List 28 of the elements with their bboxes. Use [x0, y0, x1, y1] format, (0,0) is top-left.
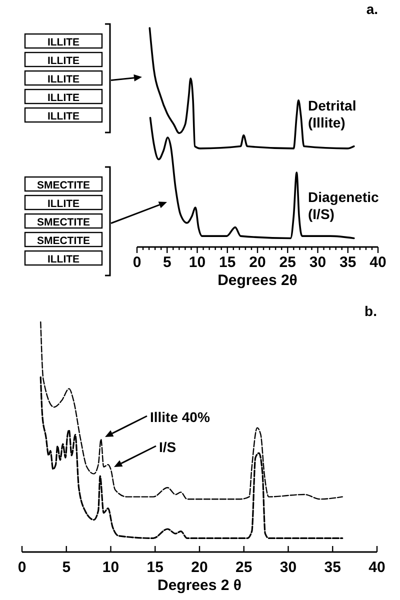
series-label: Detrital (Illite) [308, 97, 356, 130]
x-tick-label: 0 [18, 559, 26, 576]
x-tick-label: 30 [280, 559, 297, 576]
x-tick-label: 35 [324, 559, 341, 576]
x-tick-label: 15 [146, 559, 164, 576]
annotation: I/S [159, 439, 176, 455]
x-tick-label: 20 [191, 559, 208, 576]
annotation: Illite 40% [150, 409, 210, 425]
x-tick-label: 30 [309, 254, 326, 271]
x-tick-label: 40 [368, 559, 386, 576]
x-tick-label: 25 [236, 559, 252, 576]
x-tick-label: 15 [219, 254, 236, 271]
x-axis-title: Degrees 2θ [218, 272, 298, 289]
x-tick-label: 0 [132, 254, 142, 271]
x-tick-label: 10 [102, 559, 120, 576]
x-tick-label: 5 [162, 254, 172, 271]
x-tick-label: 10 [188, 254, 206, 271]
x-tick-label: 5 [62, 559, 71, 576]
text: a. [366, 1, 378, 17]
x-tick-label: 20 [249, 254, 266, 271]
layer-stack-diagram: ILLITE ILLITE ILLITE ILLITE ILLITE [24, 33, 103, 123]
x-tick-label: 40 [370, 254, 386, 271]
x-tick-label: 35 [340, 254, 356, 271]
layer-stack-diagram: SMECTITE ILLITE SMECTITE SMECTITE ILLITE [24, 176, 103, 266]
series-label: Diagenetic (I/S) [308, 189, 380, 222]
x-axis-title: Degrees 2 θ [158, 577, 242, 594]
text: b. [364, 303, 377, 319]
x-tick-label: 25 [279, 254, 296, 271]
